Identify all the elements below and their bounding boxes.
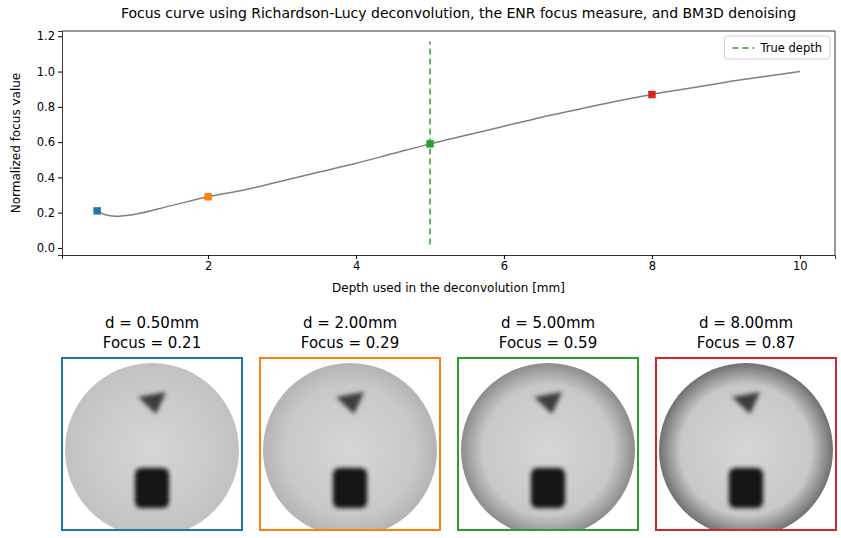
y-axis: 0.0 0.2 0.4 0.6 0.8 1.0 1.2: [37, 29, 63, 255]
y-tick-mark: [58, 72, 62, 73]
legend: True depth: [724, 36, 830, 59]
panel-subtitle: Focus = 0.59: [499, 334, 597, 352]
y-tick: 0.0: [37, 241, 62, 255]
x-tick: 6: [501, 255, 508, 273]
y-tick-label: 0.2: [37, 206, 55, 220]
x-tick: 4: [353, 255, 360, 273]
x-axis: 2 4 6 8 10: [63, 255, 836, 273]
panel-subtitle: Focus = 0.21: [103, 334, 201, 352]
x-tick-label: 8: [649, 259, 656, 273]
y-axis-title: Normalized focus value: [9, 73, 23, 213]
y-tick-label: 1.2: [37, 29, 55, 43]
x-tick: 2: [205, 255, 212, 273]
legend-box: [724, 36, 830, 59]
y-tick-mark: [58, 142, 62, 143]
y-tick-label: 0.4: [37, 171, 55, 185]
image-disc: [461, 363, 635, 530]
y-tick-mark: [58, 36, 62, 37]
panel: d = 8.00mm Focus = 0.87: [656, 314, 836, 537]
legend-label: True depth: [759, 41, 822, 55]
y-tick-label: 0.6: [37, 135, 55, 149]
image-blob-small: [534, 392, 562, 414]
y-tick: 0.6: [37, 135, 62, 149]
chart-title: Focus curve using Richardson-Lucy deconv…: [121, 5, 796, 21]
panel-subtitle: Focus = 0.87: [697, 334, 795, 352]
chart-root: Focus curve using Richardson-Lucy deconv…: [0, 0, 841, 538]
panel-frame: [458, 358, 638, 530]
x-tick: 8: [649, 255, 656, 273]
y-tick: 1.2: [37, 29, 62, 43]
x-tick-label: 4: [353, 259, 360, 273]
y-axis-line: [58, 32, 63, 256]
panel-title: d = 5.00mm: [501, 314, 595, 332]
focus-marker: [93, 207, 100, 214]
panel-image: [65, 363, 239, 530]
x-tick-label: 10: [793, 259, 808, 273]
x-axis-line: [63, 256, 836, 260]
image-disc: [659, 363, 833, 530]
y-tick: 0.4: [37, 171, 62, 185]
frame-right: [835, 31, 836, 255]
legend-swatch: [732, 47, 754, 49]
image-disc: [263, 363, 437, 530]
image-blob-large: [531, 468, 565, 508]
panel-image: [659, 363, 833, 530]
x-tick-label: 2: [205, 259, 212, 273]
focus-marker: [648, 91, 655, 98]
y-tick: 0.2: [37, 206, 62, 220]
panel-frame: [260, 358, 440, 530]
panel: d = 2.00mm Focus = 0.29: [260, 314, 440, 537]
image-disc: [65, 363, 239, 530]
y-tick-mark: [58, 107, 62, 108]
panel-image: [461, 363, 635, 530]
panel-title: d = 8.00mm: [699, 314, 793, 332]
focus-marker: [204, 193, 211, 200]
y-tick: 1.0: [37, 65, 62, 79]
plot-marks: [93, 42, 799, 245]
panel-frame: [62, 358, 242, 530]
frame-top: [62, 31, 835, 32]
image-blob-large: [135, 468, 169, 508]
y-tick-label: 1.0: [37, 65, 55, 79]
image-blob-small: [732, 392, 760, 414]
focus-marker: [426, 140, 433, 147]
x-axis-title: Depth used in the deconvolution [mm]: [332, 281, 565, 295]
image-blob-small: [138, 392, 166, 414]
panel-title: d = 2.00mm: [303, 314, 397, 332]
y-tick-mark: [58, 248, 62, 249]
y-tick-mark: [58, 213, 62, 214]
image-blob-small: [336, 392, 364, 414]
panel-title: d = 0.50mm: [105, 314, 199, 332]
x-tick: 10: [793, 255, 808, 273]
y-tick-label: 0.8: [37, 100, 55, 114]
focus-curve: [97, 72, 800, 217]
panel: d = 0.50mm Focus = 0.21: [62, 314, 242, 537]
panel-subtitle: Focus = 0.29: [301, 334, 399, 352]
image-blob-large: [729, 468, 763, 508]
y-tick-mark: [58, 177, 62, 178]
y-tick: 0.8: [37, 100, 62, 114]
panel-frame: [656, 358, 836, 530]
y-tick-label: 0.0: [37, 241, 55, 255]
x-tick-label: 6: [501, 259, 508, 273]
panel-image: [263, 363, 437, 530]
panel: d = 5.00mm Focus = 0.59: [458, 314, 638, 537]
image-blob-large: [333, 468, 367, 508]
